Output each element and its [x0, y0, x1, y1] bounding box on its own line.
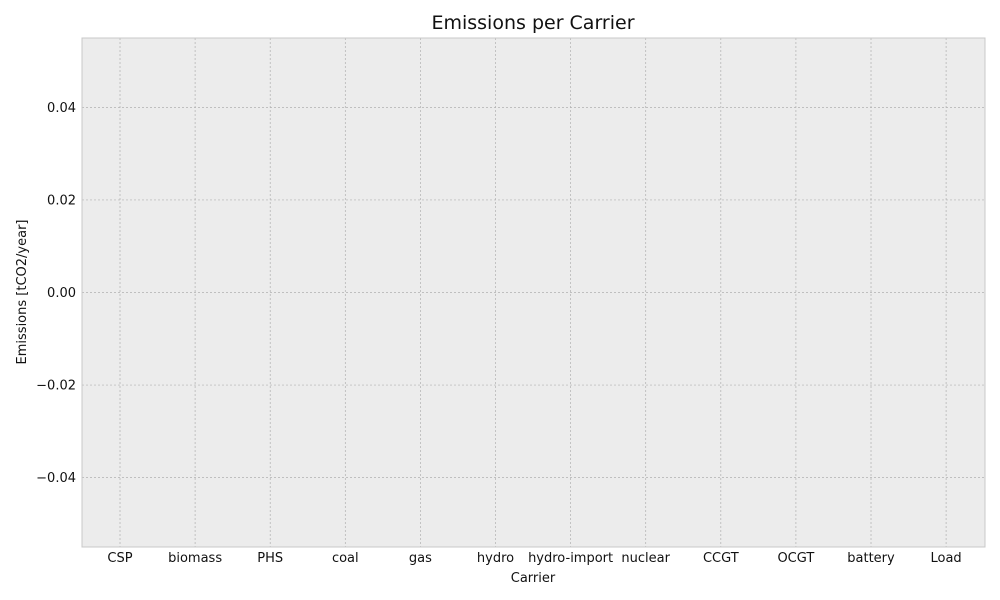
x-tick-label: Load — [931, 551, 962, 566]
x-axis-label: Carrier — [511, 571, 556, 586]
x-tick-label: OCGT — [777, 551, 814, 566]
x-tick-label: coal — [332, 551, 359, 566]
y-tick-label: 0.00 — [47, 286, 76, 301]
y-tick-label: 0.02 — [47, 193, 76, 208]
x-tick-label: gas — [409, 551, 432, 566]
plot-frame — [81, 37, 986, 548]
x-tick-label: hydro — [477, 551, 514, 566]
y-tick-label: 0.04 — [47, 101, 76, 116]
x-tick-label: PHS — [257, 551, 283, 566]
y-tick-labels: −0.04 −0.02 0.00 0.02 0.04 — [36, 101, 76, 486]
x-tick-label: biomass — [168, 551, 222, 566]
x-tick-label: hydro-import — [528, 551, 613, 566]
x-tick-label: nuclear — [621, 551, 670, 566]
x-tick-label: CSP — [107, 551, 132, 566]
x-tick-label: CCGT — [703, 551, 739, 566]
x-tick-label: battery — [847, 551, 895, 566]
chart-title: Emissions per Carrier — [431, 12, 634, 34]
x-tick-labels: CSP biomass PHS coal gas hydro hydro-import nuc… — [107, 551, 961, 566]
y-tick-label: −0.04 — [36, 471, 76, 486]
y-axis-label: Emissions [tCO2/year] — [15, 220, 30, 365]
plot-area — [82, 38, 985, 547]
grid-lines — [82, 38, 985, 547]
y-tick-label: −0.02 — [36, 379, 76, 394]
